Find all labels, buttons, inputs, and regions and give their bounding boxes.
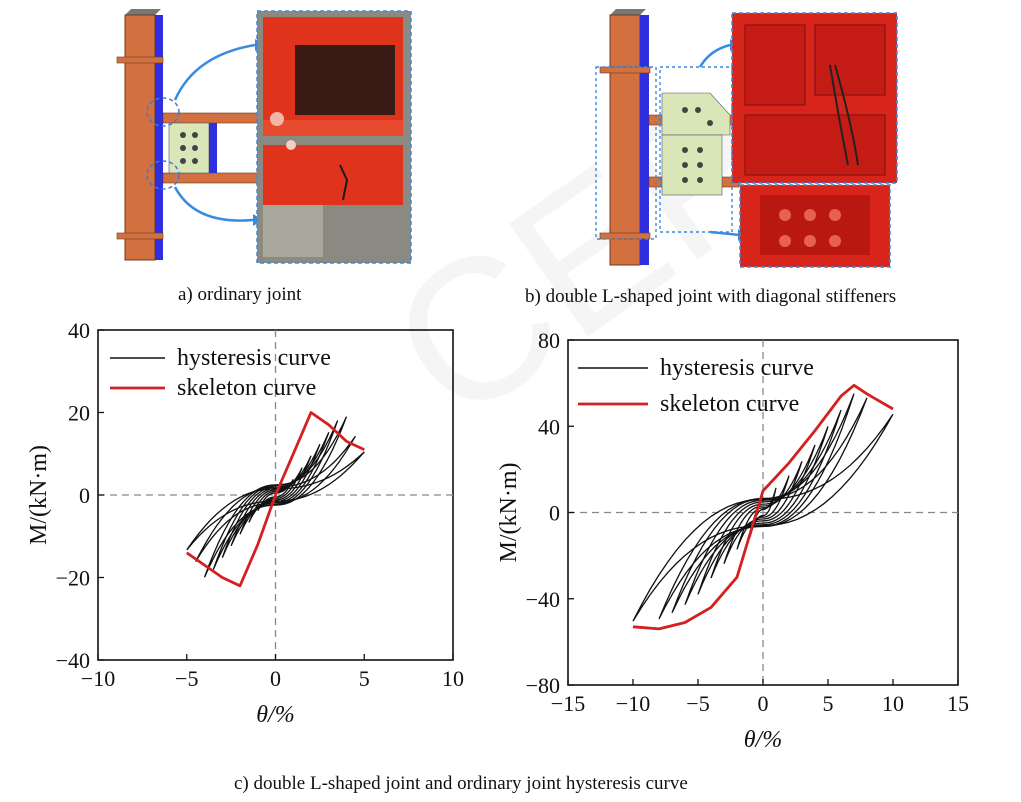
x-tick-label: 15 — [947, 691, 969, 716]
y-tick-label: −40 — [56, 648, 90, 673]
x-tick-label: 10 — [882, 691, 904, 716]
hysteresis-loop — [671, 393, 855, 614]
y-tick-label: 40 — [538, 414, 560, 439]
y-tick-label: −80 — [526, 673, 560, 698]
y-tick-label: 20 — [68, 401, 90, 426]
hysteresis-loop — [195, 435, 356, 562]
column-flange — [155, 15, 163, 260]
x-tick-label: 5 — [823, 691, 834, 716]
hysteresis-loop — [723, 461, 803, 564]
ordinary-joint-illustration — [95, 5, 415, 275]
y-tick-label: 0 — [549, 501, 560, 526]
hysteresis-loop — [658, 397, 868, 620]
chart-ordinary-joint: −10 −5 0 5 10 −40 −20 0 20 40 θ/% M/(kN·m) hysteresi… — [0, 308, 500, 748]
hysteresis-loop — [257, 478, 294, 512]
column-body — [124, 14, 156, 261]
hysteresis-loop — [248, 467, 303, 523]
x-tick-label: 5 — [359, 666, 370, 691]
column-cap — [125, 9, 161, 15]
plot-area — [186, 411, 365, 588]
hysteresis-loop — [186, 451, 365, 551]
y-tick-label: 80 — [538, 328, 560, 353]
y-axis-label: M/(kN·m) — [26, 445, 52, 545]
hysteresis-loop — [203, 416, 348, 578]
hysteresis-loop — [239, 455, 312, 535]
legend-label: skeleton curve — [660, 391, 799, 417]
x-tick-label: 0 — [758, 691, 769, 716]
x-tick-label: 10 — [442, 666, 464, 691]
x-tick-label: −5 — [175, 666, 198, 691]
x-axis-label: θ/% — [744, 727, 782, 753]
y-tick-label: −40 — [526, 587, 560, 612]
hysteresis-loop — [632, 413, 894, 622]
hysteresis-loop — [221, 432, 330, 558]
x-tick-label: −10 — [616, 691, 650, 716]
x-tick-label: −5 — [686, 691, 709, 716]
legend-label: skeleton curve — [177, 375, 316, 401]
legend-label: hysteresis curve — [177, 345, 331, 371]
skeleton-curve — [632, 383, 894, 631]
legend-label: hysteresis curve — [660, 355, 814, 381]
caption-b: b) double L-shaped joint with diagonal s… — [525, 286, 897, 307]
y-tick-label: 0 — [79, 483, 90, 508]
y-axis-label: M/(kN·m) — [496, 463, 522, 563]
y-tick-label: −20 — [56, 566, 90, 591]
plot-area — [632, 383, 894, 631]
x-tick-label: −10 — [81, 666, 115, 691]
chart-double-l-joint: −15 −10 −5 0 5 10 15 −80 −40 0 40 80 θ/% M/(kN·m) hyst… — [480, 318, 1010, 773]
x-tick-label: −15 — [551, 691, 585, 716]
caption-a: a) ordinary joint — [178, 284, 302, 305]
x-axis-label: θ/% — [256, 702, 294, 728]
hysteresis-loop — [710, 444, 816, 579]
hysteresis-loop — [230, 443, 321, 547]
diagonal-stiffener — [661, 92, 731, 136]
shear-plate — [168, 122, 210, 174]
caption-c: c) double L-shaped joint and ordinary jo… — [234, 773, 688, 794]
x-tick-label: 0 — [270, 666, 281, 691]
y-tick-label: 40 — [68, 318, 90, 343]
double-l-joint-illustration — [590, 5, 915, 275]
